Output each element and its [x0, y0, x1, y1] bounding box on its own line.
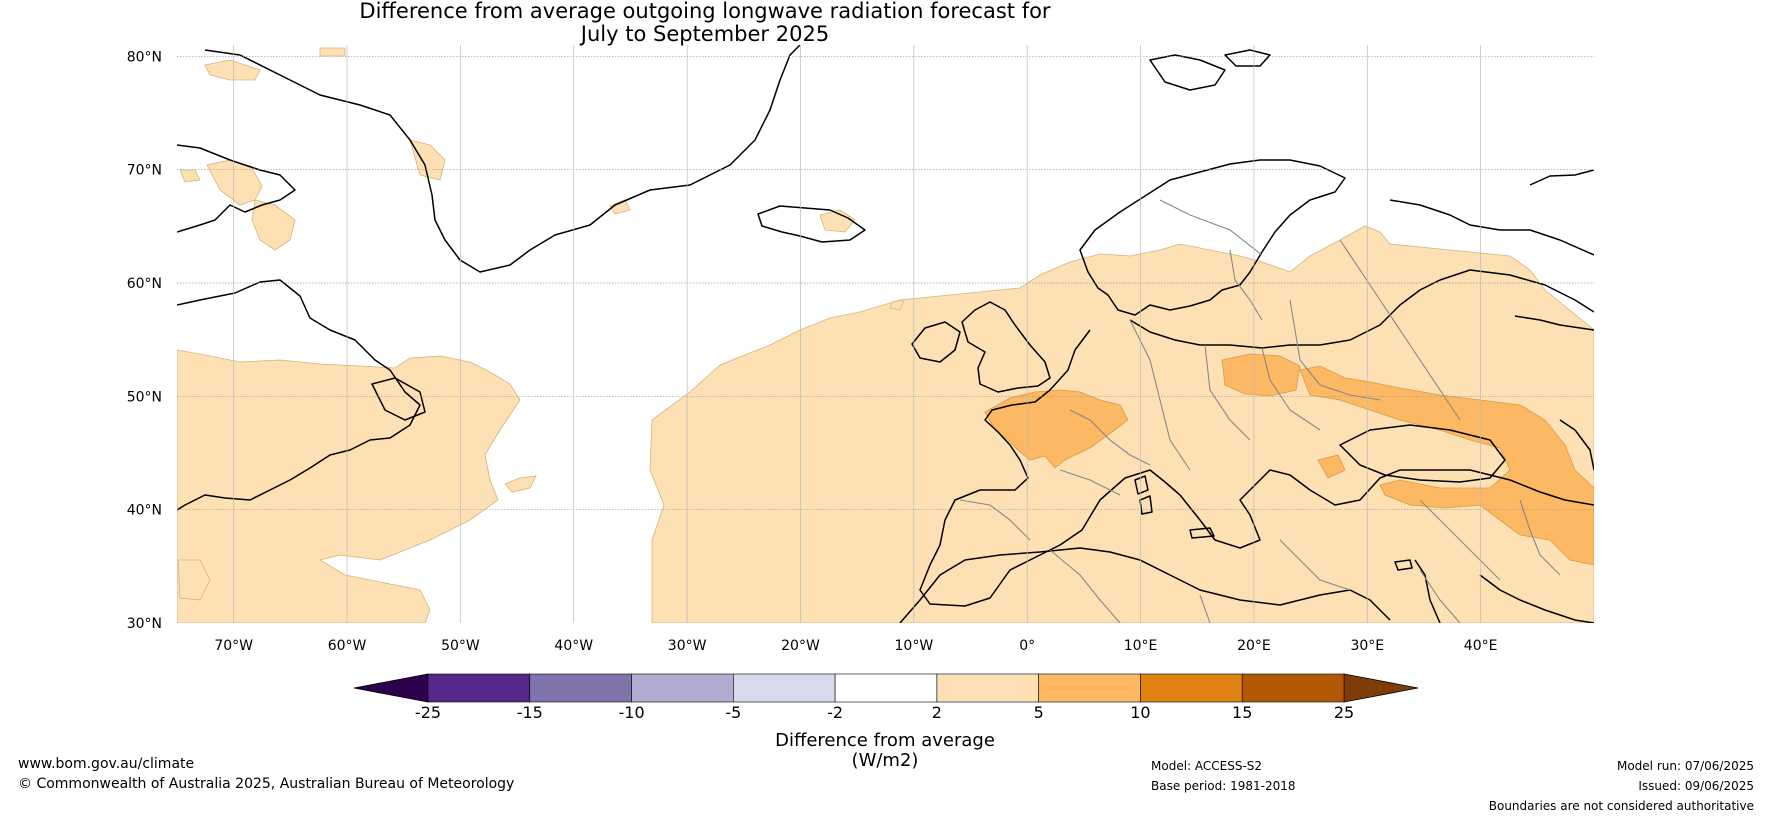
- colour-bar-tick-label: 15: [1232, 703, 1252, 722]
- latitude-label: 80°N: [127, 49, 162, 65]
- longitude-labels: 70°W 60°W 50°W 40°W 30°W 20°W 10°W 0° 10°E 20°E 30…: [214, 638, 1497, 654]
- colour-bar-label: Difference from average (W/m2): [775, 730, 995, 771]
- longitude-label: 40°W: [554, 638, 593, 654]
- longitude-label: 30°E: [1350, 638, 1384, 654]
- latitude-label: 60°N: [127, 276, 162, 292]
- coastlines: [177, 45, 1594, 623]
- latitude-label: 50°N: [127, 389, 162, 405]
- latitude-label: 70°N: [127, 163, 162, 179]
- disclaimer-text: Boundaries are not considered authoritat…: [1488, 799, 1754, 813]
- model-text: Model: ACCESS-S2: [1151, 759, 1263, 773]
- latitude-label: 40°N: [127, 503, 162, 519]
- map-title-line-2: July to September 2025: [580, 22, 830, 46]
- colour-bar-tick-label: -5: [725, 703, 741, 722]
- colour-bar-tick-label: 25: [1334, 703, 1354, 722]
- map-body: [177, 45, 1594, 623]
- model-run-text: Model run: 07/06/2025: [1616, 759, 1754, 773]
- longitude-label: 50°W: [441, 638, 480, 654]
- longitude-label: 70°W: [214, 638, 253, 654]
- colour-bar-tick-label: -15: [517, 703, 543, 722]
- colour-bar-tick-label: -10: [618, 703, 644, 722]
- anomaly-mid-orange: [984, 353, 1594, 566]
- latitude-labels: 80°N 70°N 60°N 50°N 40°N 30°N: [127, 49, 162, 632]
- colour-bar-segment: [834, 673, 938, 703]
- longitude-label: 10°W: [895, 638, 934, 654]
- longitude-label: 10°E: [1124, 638, 1158, 654]
- national-borders: [959, 199, 1561, 623]
- website-link[interactable]: www.bom.gov.au/climate: [18, 756, 195, 772]
- colour-bar-tick-label: 5: [1034, 703, 1044, 722]
- longitude-label: 20°E: [1237, 638, 1271, 654]
- colour-bar-tick-label: 2: [932, 703, 942, 722]
- colour-bar-high-extension: [1343, 673, 1419, 703]
- colour-bar: -25 -15 -10 -5 -2 2 5 10 15 25: [353, 673, 1419, 722]
- latitude-label: 30°N: [127, 616, 162, 632]
- base-period-text: Base period: 1981-2018: [1151, 779, 1296, 793]
- longitude-label: 30°W: [668, 638, 707, 654]
- longitude-label: 60°W: [328, 638, 367, 654]
- colour-bar-low-extension: [353, 673, 429, 703]
- colour-bar-segment: [529, 673, 632, 703]
- colour-bar-segment: [427, 673, 531, 703]
- longitude-label: 40°E: [1464, 638, 1498, 654]
- colour-bar-segment: [1241, 673, 1345, 703]
- graticule: [177, 45, 1594, 623]
- longitude-label: 20°W: [781, 638, 820, 654]
- colour-bar-segment: [1140, 673, 1243, 703]
- map-title-line-1: Difference from average outgoing longwav…: [359, 0, 1051, 23]
- colour-bar-segment: [631, 673, 734, 703]
- colour-bar-tick-label: -2: [827, 703, 843, 722]
- anomaly-light-orange: [177, 47, 1594, 623]
- colour-bar-segment: [936, 673, 1039, 703]
- colour-bar-segment: [733, 673, 836, 703]
- colour-bar-tick-label: 10: [1130, 703, 1150, 722]
- longitude-label: 0°: [1019, 638, 1035, 654]
- colour-bar-tick-label: -25: [415, 703, 441, 722]
- copyright-text: © Commonwealth of Australia 2025, Austra…: [18, 776, 515, 792]
- colour-bar-segment: [1038, 673, 1141, 703]
- issued-text: Issued: 09/06/2025: [1638, 779, 1754, 793]
